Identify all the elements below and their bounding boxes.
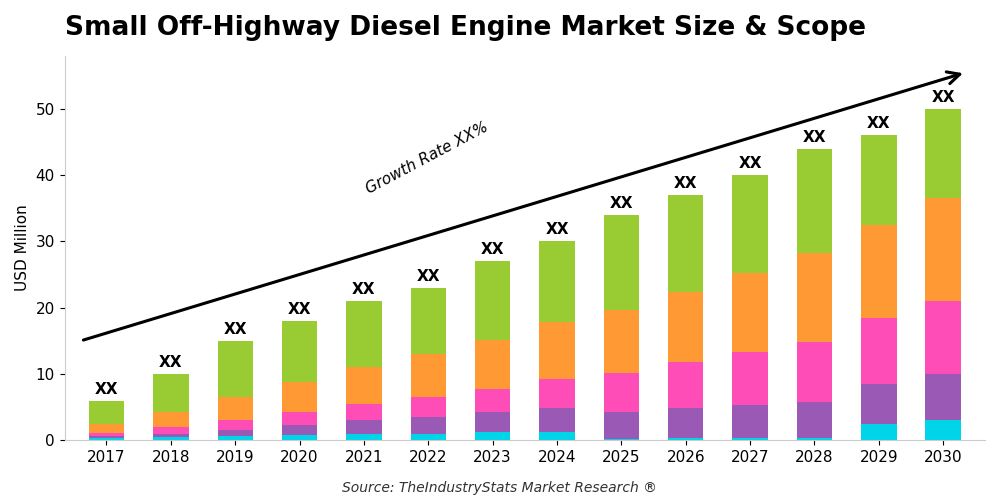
Bar xyxy=(539,432,575,440)
Bar xyxy=(604,215,639,310)
Bar xyxy=(925,420,961,440)
Text: XX: XX xyxy=(803,130,826,144)
Bar xyxy=(925,109,961,198)
Bar xyxy=(346,404,382,420)
Text: XX: XX xyxy=(931,90,955,105)
Bar xyxy=(153,437,189,440)
Bar xyxy=(153,374,189,412)
Bar xyxy=(218,436,253,440)
Bar xyxy=(604,372,639,412)
Bar xyxy=(282,382,317,412)
Bar xyxy=(861,424,897,440)
Bar xyxy=(732,352,768,405)
Bar xyxy=(861,318,897,384)
Bar xyxy=(797,438,832,440)
Bar xyxy=(411,397,446,417)
Bar xyxy=(89,433,124,436)
Text: XX: XX xyxy=(288,302,311,317)
Bar xyxy=(282,321,317,382)
Bar xyxy=(797,402,832,438)
Text: XX: XX xyxy=(867,116,891,132)
Bar xyxy=(282,412,317,425)
Text: XX: XX xyxy=(545,222,569,238)
Bar xyxy=(668,195,703,292)
Bar xyxy=(218,341,253,397)
Bar xyxy=(475,389,510,412)
Bar xyxy=(539,378,575,408)
Bar xyxy=(604,439,639,440)
Bar xyxy=(539,322,575,378)
Bar xyxy=(89,400,124,423)
Text: XX: XX xyxy=(95,382,118,396)
Bar xyxy=(732,175,768,272)
Bar xyxy=(346,301,382,368)
Text: XX: XX xyxy=(481,242,504,258)
Text: XX: XX xyxy=(223,322,247,337)
Text: XX: XX xyxy=(674,176,697,191)
Bar xyxy=(539,242,575,322)
Bar xyxy=(153,412,189,427)
Text: XX: XX xyxy=(159,355,183,370)
Bar xyxy=(346,368,382,404)
Bar xyxy=(861,384,897,424)
Bar xyxy=(925,301,961,374)
Bar xyxy=(797,342,832,402)
Bar xyxy=(668,438,703,440)
Bar xyxy=(925,374,961,420)
Bar xyxy=(153,434,189,437)
Bar xyxy=(346,434,382,440)
Bar xyxy=(861,225,897,318)
Bar xyxy=(411,417,446,434)
Text: XX: XX xyxy=(352,282,376,297)
Text: XX: XX xyxy=(417,269,440,284)
Bar xyxy=(89,436,124,438)
Bar xyxy=(732,405,768,438)
Bar xyxy=(411,434,446,440)
Bar xyxy=(218,430,253,436)
Bar xyxy=(604,310,639,372)
Text: Small Off-Highway Diesel Engine Market Size & Scope: Small Off-Highway Diesel Engine Market S… xyxy=(65,15,866,41)
Bar xyxy=(89,438,124,440)
Bar xyxy=(797,252,832,342)
Bar xyxy=(732,438,768,440)
Bar xyxy=(539,408,575,432)
Bar xyxy=(925,198,961,301)
Bar xyxy=(218,420,253,430)
Bar xyxy=(346,420,382,434)
Bar xyxy=(153,427,189,434)
Bar xyxy=(411,288,446,354)
Y-axis label: USD Million: USD Million xyxy=(15,204,30,292)
Bar xyxy=(668,362,703,408)
Bar xyxy=(732,272,768,352)
Bar xyxy=(668,292,703,362)
Text: XX: XX xyxy=(610,196,633,211)
Bar xyxy=(475,262,510,340)
Text: XX: XX xyxy=(738,156,762,171)
Bar xyxy=(475,412,510,432)
Bar xyxy=(797,148,832,252)
Bar xyxy=(282,425,317,435)
Bar xyxy=(218,397,253,420)
Text: Growth Rate XX%: Growth Rate XX% xyxy=(363,120,490,196)
Bar xyxy=(411,354,446,397)
Bar xyxy=(668,408,703,438)
Bar xyxy=(89,424,124,433)
Bar xyxy=(475,340,510,389)
Bar xyxy=(604,412,639,439)
Text: Source: TheIndustryStats Market Research ®: Source: TheIndustryStats Market Research… xyxy=(342,481,658,495)
Bar xyxy=(282,435,317,440)
Bar xyxy=(475,432,510,440)
Bar xyxy=(861,136,897,225)
